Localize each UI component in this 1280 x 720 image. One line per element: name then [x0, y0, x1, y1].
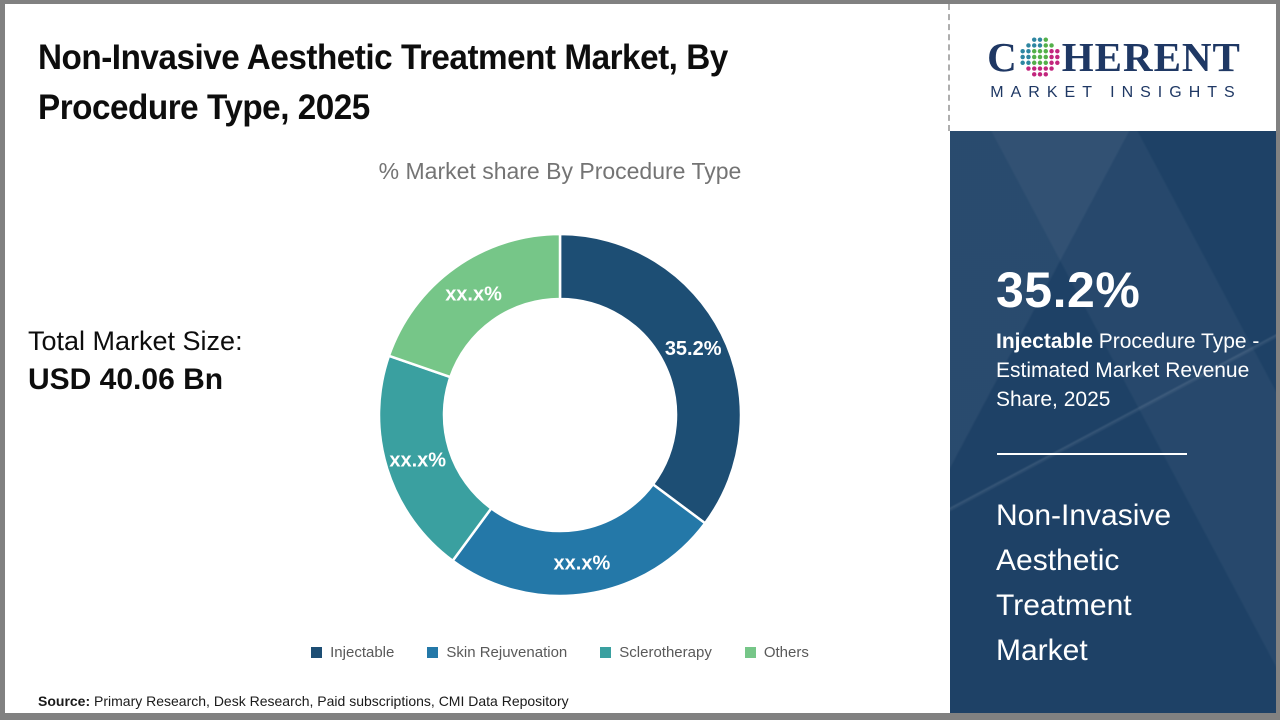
total-market-size: Total Market Size: USD 40.06 Bn	[28, 326, 243, 397]
globe-dot	[1049, 43, 1054, 48]
legend-swatch-icon	[600, 647, 612, 658]
globe-dot	[1031, 72, 1037, 77]
globe-dot	[1043, 72, 1048, 77]
legend-swatch-icon	[427, 647, 439, 658]
chart-subtitle: % Market share By Procedure Type	[378, 158, 742, 184]
legend-swatch-icon	[311, 647, 323, 658]
legend-item-sclerotherapy: Sclerotherapy	[600, 644, 712, 661]
globe-dot	[1031, 60, 1037, 66]
globe-dot	[1020, 54, 1025, 60]
legend-label: Injectable	[330, 644, 395, 661]
sidebar-stat-description: Injectable Procedure Type - Estimated Ma…	[996, 327, 1264, 414]
globe-dot	[1043, 43, 1048, 48]
chart-legend: Injectable Skin Rejuvenation Sclerotherapy…	[160, 644, 960, 661]
sidebar-stat-value: 35.2%	[996, 262, 1141, 318]
sidebar-market-name: Non-Invasive Aesthetic Treatment Market	[996, 499, 1172, 667]
globe-dot	[1025, 60, 1031, 66]
globe-dot	[1020, 48, 1025, 54]
legend-item-others: Others	[744, 644, 809, 661]
donut-chart: 35.2% xx.x% xx.x% xx.x%	[370, 225, 750, 605]
legend-label: Others	[763, 644, 809, 661]
sidebar: 35.2% Injectable Procedure Type - Estima…	[950, 131, 1276, 713]
globe-dot	[1037, 37, 1042, 42]
globe-dot	[1049, 66, 1054, 71]
legend-swatch-icon	[744, 647, 756, 658]
total-market-size-label: Total Market Size:	[28, 326, 243, 356]
globe-dot	[1025, 66, 1031, 71]
slice-label-skin-rejuvenation: xx.x%	[554, 552, 611, 574]
globe-dot	[1037, 72, 1042, 77]
donut-segment-injectable	[558, 232, 743, 525]
globe-dot	[1031, 37, 1037, 42]
globe-dot	[1054, 54, 1060, 60]
globe-dot	[1025, 54, 1031, 60]
coherent-logo: C HERENT	[987, 33, 1241, 81]
total-market-size-value: USD 40.06 Bn	[28, 363, 224, 396]
globe-dot	[1049, 54, 1054, 60]
donut-segment-others	[387, 232, 562, 379]
globe-dot	[1031, 48, 1037, 54]
globe-dot	[1020, 60, 1025, 66]
globe-dot	[1043, 66, 1048, 71]
dashed-divider	[948, 4, 950, 131]
donut-chart-svg: 35.2% xx.x% xx.x% xx.x%	[377, 232, 743, 598]
globe-dot	[1043, 60, 1048, 66]
source-label: Source:	[38, 693, 91, 709]
globe-dot	[1054, 60, 1060, 66]
legend-label: Sclerotherapy	[619, 644, 712, 661]
slice-label-others: xx.x%	[445, 284, 502, 306]
globe-dot	[1037, 66, 1042, 71]
globe-dot	[1043, 48, 1048, 54]
legend-item-injectable: Injectable	[311, 644, 394, 661]
globe-dot	[1031, 54, 1037, 60]
globe-dot	[1025, 48, 1031, 54]
logo-word-end: HERENT	[1061, 34, 1241, 80]
source-note: Source: Primary Research, Desk Research,…	[38, 693, 569, 709]
slice-label-injectable: 35.2%	[665, 338, 722, 360]
globe-dot	[1037, 48, 1042, 54]
source-text: Primary Research, Desk Research, Paid su…	[90, 693, 569, 709]
globe-dot	[1037, 54, 1042, 60]
logo-word-start: C	[987, 34, 1018, 80]
sidebar-desc-rest: Procedure Type - Estimated Market Revenu…	[996, 330, 1260, 411]
dotted-globe-icon	[1020, 37, 1060, 77]
sidebar-desc-bold: Injectable	[996, 330, 1093, 353]
globe-dot	[1043, 54, 1048, 60]
globe-dot	[1049, 48, 1054, 54]
logo-tagline: MARKET INSIGHTS	[990, 84, 1242, 101]
sidebar-divider-line	[997, 453, 1187, 455]
legend-label: Skin Rejuvenation	[446, 644, 568, 661]
globe-dot	[1043, 37, 1048, 42]
globe-dot	[1054, 48, 1060, 54]
globe-dot	[1025, 43, 1031, 48]
slice-label-sclerotherapy: xx.x%	[389, 449, 446, 471]
globe-dot	[1031, 43, 1037, 48]
globe-dot	[1049, 60, 1054, 66]
logo-panel: C HERENT MARKET INSIGHTS	[952, 4, 1276, 131]
globe-dot	[1037, 43, 1042, 48]
donut-segment-skin-rejuvenation	[451, 483, 707, 598]
page-title: Non-Invasive Aesthetic Treatment Market,…	[38, 38, 728, 127]
globe-dot	[1037, 60, 1042, 66]
globe-dot	[1031, 66, 1037, 71]
legend-item-skin-rejuvenation: Skin Rejuvenation	[427, 644, 567, 661]
